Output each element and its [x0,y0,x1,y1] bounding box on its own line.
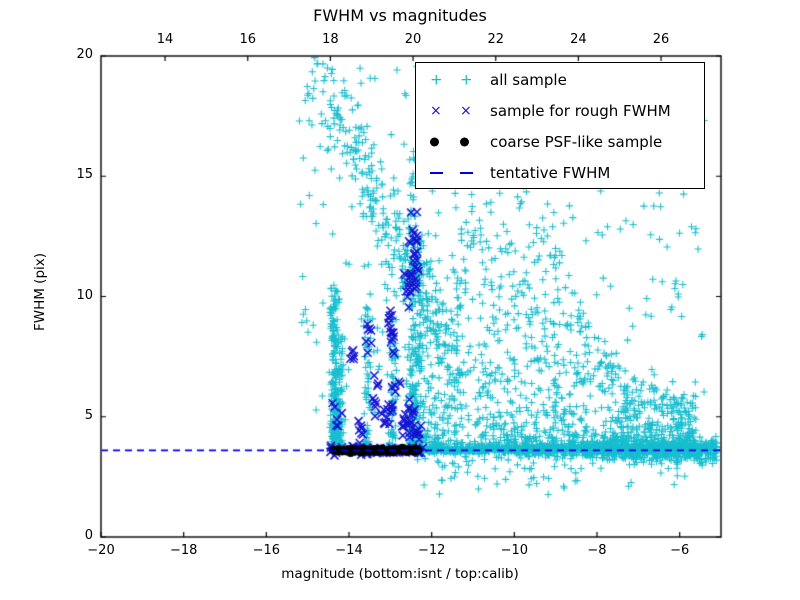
plus-icon: + [460,70,473,88]
legend-item[interactable]: × × sample for rough FWHM [416,95,706,126]
x-tick-label: −8 [587,543,607,558]
cross-icon: × [430,102,442,119]
legend-marker-dot-icon [416,126,490,157]
top-axis-tick-label: 16 [239,32,256,47]
legend-marker-plus-icon: + + [416,64,490,95]
x-tick-label: −10 [500,543,529,558]
legend-label: all sample [490,70,567,89]
dot-icon [430,137,439,146]
legend-item[interactable]: tentative FWHM [416,157,706,188]
legend-marker-dash-icon [416,157,490,188]
top-axis-tick-label: 22 [487,32,504,47]
top-axis-tick-label: 20 [404,32,422,47]
plus-icon: + [430,70,443,88]
legend-label: sample for rough FWHM [490,101,671,120]
top-axis-tick-label: 26 [652,32,670,47]
x-tick-label: −18 [169,543,198,558]
y-tick-label: 15 [76,167,93,183]
legend-item[interactable]: + + all sample [416,64,706,95]
y-tick-label: 5 [84,407,93,423]
legend-item[interactable]: coarse PSF-like sample [416,126,706,157]
y-tick-label: 20 [76,47,93,62]
legend-marker-cross-icon: × × [416,95,490,126]
x-tick-label: −6 [670,543,690,558]
top-axis-tick-label: 18 [322,32,339,47]
top-axis-tick-label: 14 [156,32,174,47]
x-tick-label: −12 [417,543,446,558]
legend-label: coarse PSF-like sample [490,132,663,151]
top-axis-tick-label: 24 [570,32,587,47]
y-tick-label: 0 [84,528,93,543]
dash-icon [460,171,473,174]
dash-icon [430,171,443,174]
legend-label: tentative FWHM [490,163,611,182]
legend[interactable]: + + all sample × × sample for rough FWHM coars… [415,62,705,189]
y-tick-label: 10 [76,287,93,303]
x-axis-label: magnitude (bottom:isnt / top:calib) [281,566,519,582]
dot-icon [460,137,469,146]
x-tick-label: −20 [87,543,115,558]
cross-icon: × [460,102,472,119]
x-tick-label: −14 [335,543,363,558]
x-tick-label: −16 [252,543,281,558]
chart-title: FWHM vs magnitudes [313,6,487,25]
